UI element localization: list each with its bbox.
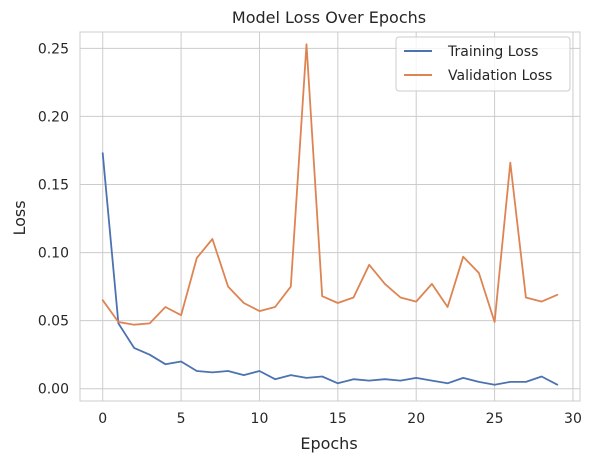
y-axis-title: Loss bbox=[10, 200, 29, 235]
series-layer bbox=[101, 43, 559, 386]
x-tick-label: 10 bbox=[251, 411, 269, 427]
plot-frame bbox=[79, 31, 581, 402]
x-tick-label: 25 bbox=[486, 411, 504, 427]
y-tick-label: 0.05 bbox=[38, 314, 69, 330]
legend: Training Loss Validation Loss bbox=[395, 36, 571, 92]
y-tick-label: 0.00 bbox=[38, 382, 69, 398]
legend-label-validation-loss: Validation Loss bbox=[448, 68, 552, 84]
series-line-validation-loss bbox=[101, 43, 559, 326]
legend-label-training-loss: Training Loss bbox=[447, 44, 538, 60]
x-axis-title: Epochs bbox=[300, 434, 357, 453]
plot-area bbox=[80, 32, 580, 401]
y-tick-label: 0.10 bbox=[38, 246, 69, 262]
grid-x bbox=[102, 32, 574, 401]
x-tick-label: 30 bbox=[564, 411, 582, 427]
y-tick-label: 0.20 bbox=[38, 109, 69, 125]
grid-y bbox=[80, 47, 580, 390]
chart-title: Model Loss Over Epochs bbox=[232, 8, 426, 27]
x-tick-label: 15 bbox=[329, 411, 347, 427]
x-tick-labels: 0 5 10 15 20 25 30 bbox=[98, 411, 582, 427]
y-tick-labels: 0.00 0.05 0.10 0.15 0.20 0.25 bbox=[38, 41, 69, 397]
x-tick-label: 20 bbox=[407, 411, 425, 427]
y-tick-label: 0.25 bbox=[38, 41, 69, 57]
x-tick-label: 0 bbox=[98, 411, 107, 427]
y-tick-label: 0.15 bbox=[38, 178, 69, 194]
legend-box bbox=[395, 36, 571, 92]
series-line-training-loss bbox=[101, 152, 559, 386]
x-tick-label: 5 bbox=[177, 411, 186, 427]
